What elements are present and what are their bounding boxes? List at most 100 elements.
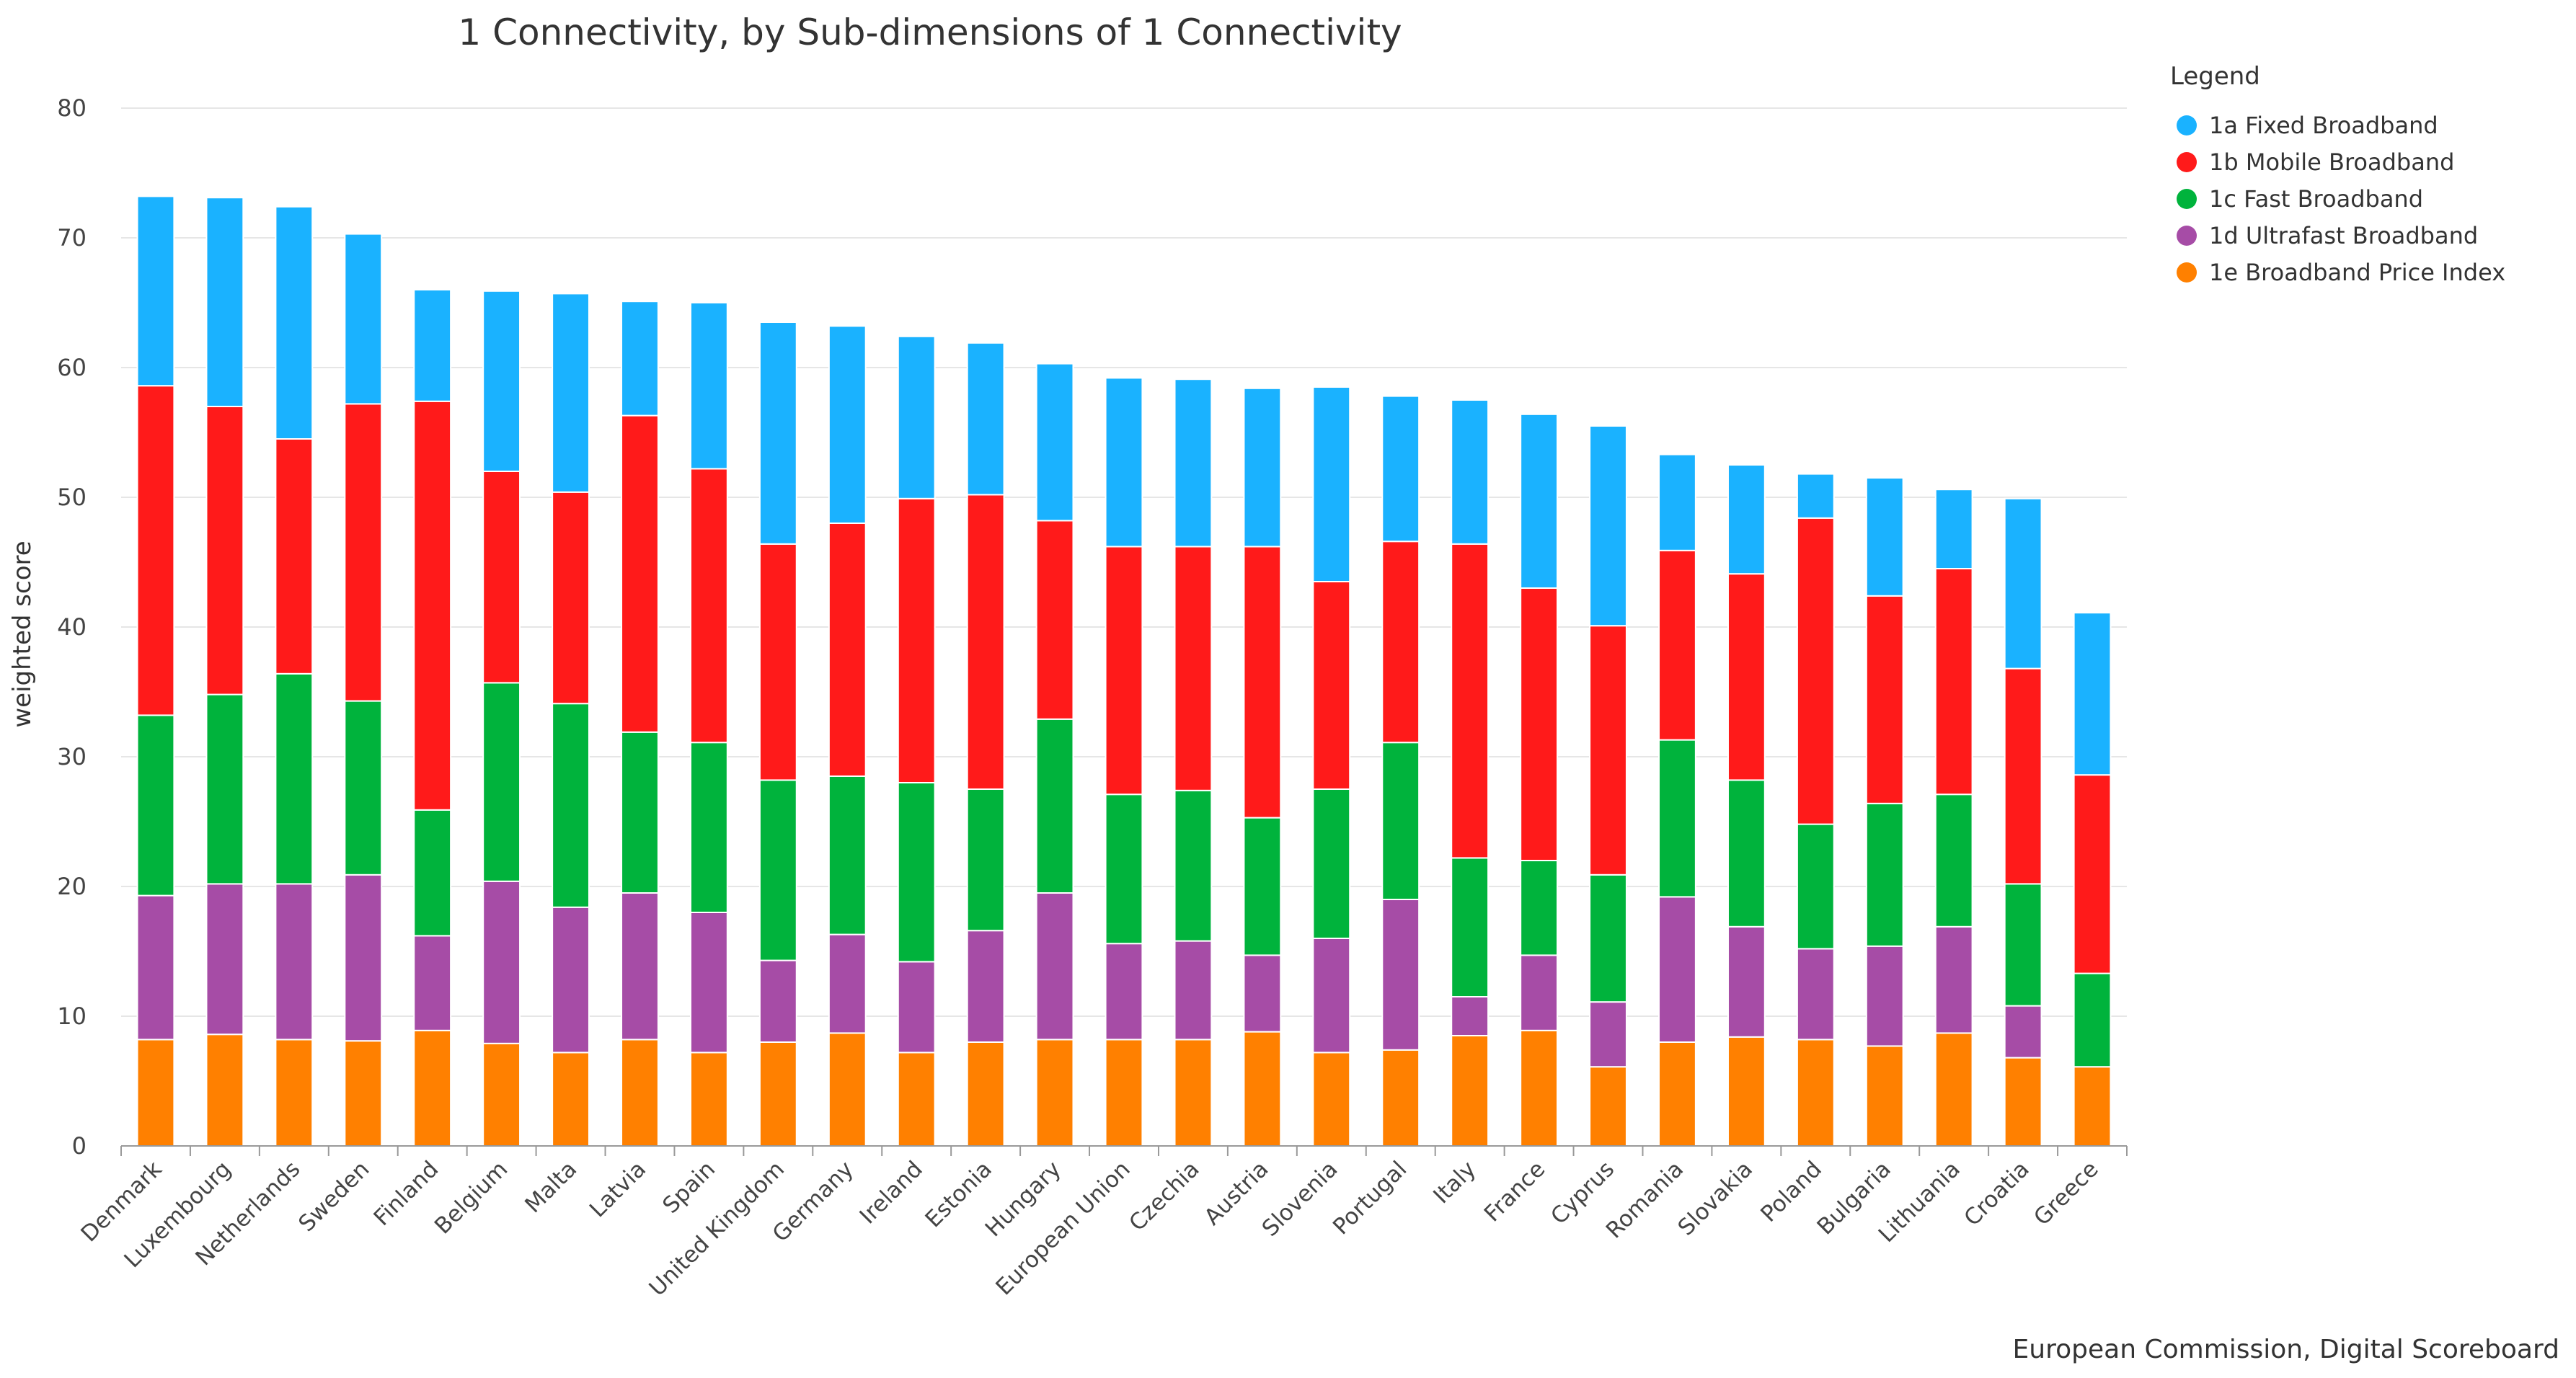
bar-segment[interactable] [136, 714, 175, 897]
bar-stack[interactable] [2004, 497, 2042, 1147]
bar-segment[interactable] [1174, 378, 1213, 548]
legend-item[interactable]: 1c Fast Broadband [2177, 185, 2423, 213]
bar-segment[interactable] [413, 935, 452, 1031]
bar-segment[interactable] [1658, 453, 1696, 551]
bar-segment[interactable] [1243, 954, 1282, 1033]
bar-segment[interactable] [758, 779, 797, 961]
bar-segment[interactable] [205, 1034, 244, 1147]
bar-segment[interactable] [482, 1042, 521, 1147]
bar-segment[interactable] [1727, 1036, 1766, 1147]
bar-segment[interactable] [758, 321, 797, 545]
bar-segment[interactable] [1035, 520, 1074, 720]
bar-segment[interactable] [828, 775, 867, 935]
bar-segment[interactable] [1105, 377, 1143, 548]
bar-segment[interactable] [966, 494, 1005, 791]
bar-segment[interactable] [689, 912, 728, 1054]
bar-segment[interactable] [2073, 612, 2112, 776]
bar-stack[interactable] [482, 290, 521, 1147]
bar-segment[interactable] [621, 892, 659, 1041]
bar-segment[interactable] [205, 693, 244, 885]
bar-segment[interactable] [344, 1040, 383, 1147]
bar-segment[interactable] [897, 782, 936, 963]
bar-segment[interactable] [1865, 595, 1904, 804]
bar-stack[interactable] [1105, 377, 1143, 1147]
bar-stack[interactable] [758, 321, 797, 1147]
bar-stack[interactable] [1796, 473, 1835, 1147]
bar-segment[interactable] [897, 335, 936, 499]
bar-segment[interactable] [1174, 789, 1213, 942]
bar-segment[interactable] [2073, 1066, 2112, 1147]
bar-segment[interactable] [2004, 1005, 2042, 1059]
bar-segment[interactable] [552, 703, 590, 908]
bar-stack[interactable] [1035, 363, 1074, 1147]
bar-stack[interactable] [552, 293, 590, 1147]
bar-stack[interactable] [966, 342, 1005, 1147]
bar-segment[interactable] [758, 1041, 797, 1147]
bar-stack[interactable] [897, 335, 936, 1147]
bar-segment[interactable] [275, 1039, 314, 1147]
bar-segment[interactable] [1658, 549, 1696, 741]
bar-segment[interactable] [552, 1052, 590, 1147]
bar-segment[interactable] [482, 682, 521, 882]
legend-item[interactable]: 1d Ultrafast Broadband [2177, 222, 2478, 249]
bar-stack[interactable] [1312, 386, 1351, 1147]
bar-stack[interactable] [1381, 395, 1420, 1147]
bar-segment[interactable] [413, 809, 452, 937]
bar-stack[interactable] [1451, 399, 1490, 1147]
bar-segment[interactable] [413, 1029, 452, 1147]
bar-segment[interactable] [758, 543, 797, 781]
bar-segment[interactable] [966, 342, 1005, 496]
bar-segment[interactable] [689, 302, 728, 470]
bar-segment[interactable] [482, 471, 521, 684]
bar-segment[interactable] [275, 205, 314, 440]
bar-segment[interactable] [1934, 568, 1973, 796]
bar-segment[interactable] [1658, 1041, 1696, 1147]
bar-segment[interactable] [897, 497, 936, 783]
bar-segment[interactable] [413, 289, 452, 402]
bar-segment[interactable] [1035, 892, 1074, 1041]
bar-segment[interactable] [1589, 425, 1627, 627]
bar-segment[interactable] [2004, 497, 2042, 670]
bar-segment[interactable] [1381, 395, 1420, 543]
bar-stack[interactable] [1865, 477, 1904, 1147]
bar-segment[interactable] [1105, 1039, 1143, 1147]
bar-segment[interactable] [621, 301, 659, 417]
bar-segment[interactable] [828, 933, 867, 1034]
bar-segment[interactable] [136, 385, 175, 716]
bar-segment[interactable] [1243, 1031, 1282, 1147]
legend-item[interactable]: 1e Broadband Price Index [2177, 259, 2505, 286]
bar-stack[interactable] [136, 195, 175, 1147]
bar-segment[interactable] [1934, 925, 1973, 1034]
bar-segment[interactable] [1865, 802, 1904, 947]
bar-segment[interactable] [1312, 788, 1351, 939]
bar-segment[interactable] [621, 414, 659, 733]
bar-segment[interactable] [1589, 874, 1627, 1003]
bar-segment[interactable] [1520, 413, 1559, 589]
bar-segment[interactable] [1243, 817, 1282, 956]
bar-segment[interactable] [205, 197, 244, 407]
bar-segment[interactable] [1451, 543, 1490, 859]
bar-segment[interactable] [1451, 399, 1490, 545]
bar-segment[interactable] [136, 195, 175, 387]
bar-segment[interactable] [621, 731, 659, 894]
bar-segment[interactable] [2004, 883, 2042, 1007]
bar-segment[interactable] [1451, 857, 1490, 998]
bar-segment[interactable] [1035, 1039, 1074, 1147]
bar-segment[interactable] [1727, 464, 1766, 575]
bar-segment[interactable] [1796, 473, 1835, 519]
bar-segment[interactable] [1451, 1035, 1490, 1147]
bar-segment[interactable] [1934, 794, 1973, 928]
bar-segment[interactable] [1312, 1052, 1351, 1147]
bar-segment[interactable] [275, 883, 314, 1041]
bar-stack[interactable] [1589, 425, 1627, 1147]
bar-segment[interactable] [136, 1039, 175, 1147]
bar-segment[interactable] [689, 742, 728, 913]
bar-segment[interactable] [1727, 573, 1766, 781]
bar-segment[interactable] [2073, 972, 2112, 1068]
bar-segment[interactable] [1520, 587, 1559, 861]
bar-segment[interactable] [1381, 899, 1420, 1051]
bar-segment[interactable] [621, 1039, 659, 1147]
bar-stack[interactable] [413, 289, 452, 1147]
bar-segment[interactable] [1865, 945, 1904, 1047]
bar-segment[interactable] [1727, 779, 1766, 928]
